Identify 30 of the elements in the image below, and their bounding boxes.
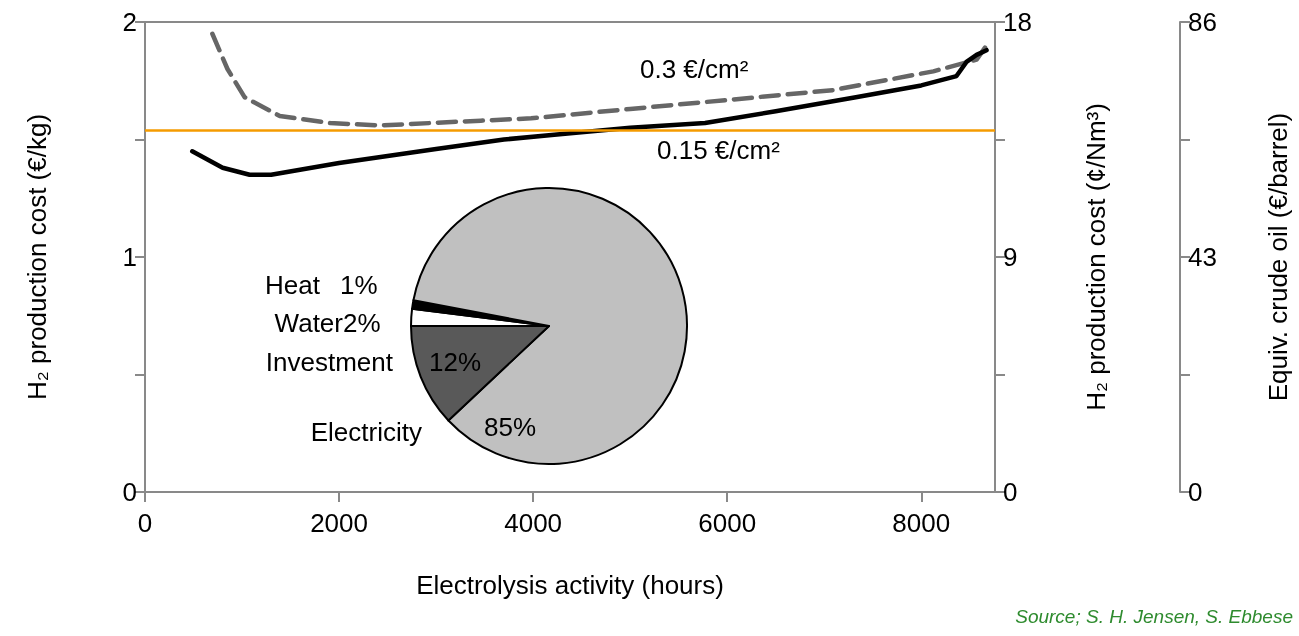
data-label: 85% (483, 412, 537, 442)
data-label: 1% (340, 270, 378, 300)
y2-tick-label: 0 (1003, 477, 1018, 507)
y2-axis-title: H₂ production cost (¢/Nm³) (1081, 103, 1111, 411)
y3-tick-label: 86 (1188, 7, 1217, 37)
x-tick-label: 2000 (310, 508, 368, 538)
x-tick-label: 4000 (504, 508, 563, 538)
y-axis-title: H₂ production cost (€/kg) (22, 113, 52, 401)
source-note: Source; S. H. Jensen, S. Ebbese (1015, 606, 1293, 627)
y-tick-label: 0 (122, 477, 137, 507)
slice-label: Investment (265, 347, 394, 377)
y2-tick-label: 18 (1003, 7, 1032, 37)
slice-label: Electricity (310, 417, 422, 447)
y3-tick-label: 0 (1188, 477, 1203, 507)
line-series (210, 31, 989, 128)
line-series (190, 47, 989, 177)
y3-tick-label: 43 (1188, 242, 1217, 272)
slice-label: Heat (265, 270, 321, 300)
y3-axis-title: Equiv. crude oil (€/barrel) (1263, 112, 1293, 402)
slice-label: Water (274, 308, 344, 338)
series-label: 0.3 €/cm² (640, 54, 749, 84)
series-label: 0.15 €/cm² (657, 135, 781, 165)
y-tick-label: 1 (122, 242, 137, 272)
x-tick-label: 6000 (698, 508, 757, 538)
data-label: 12% (428, 347, 482, 377)
y2-tick-label: 9 (1003, 242, 1018, 272)
y-tick-label: 2 (122, 7, 137, 37)
data-label: 2% (343, 308, 381, 338)
x-tick-label: 8000 (892, 508, 951, 538)
x-axis-title: Electrolysis activity (hours) (416, 570, 724, 600)
